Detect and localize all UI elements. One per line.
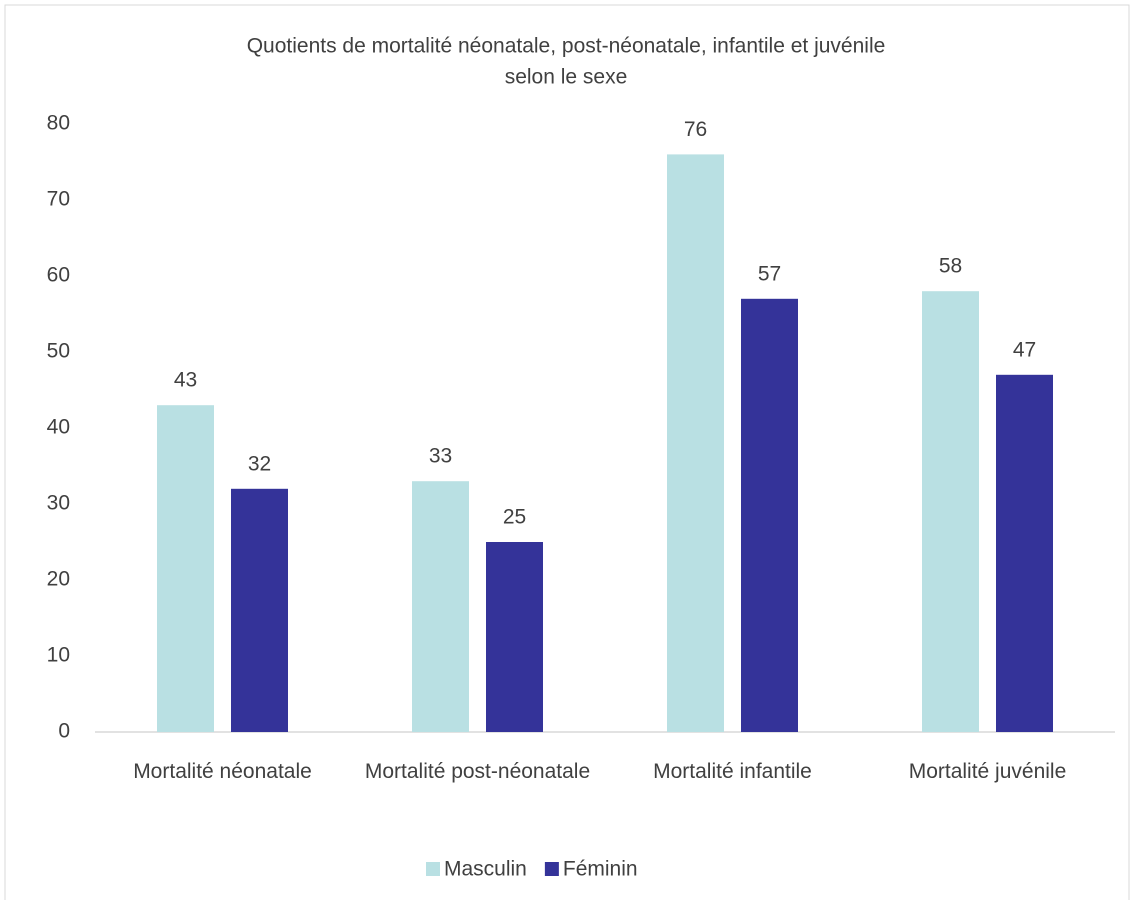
data-label: 33: [429, 445, 452, 468]
y-tick-label: 30: [47, 492, 70, 515]
y-tick-label: 0: [58, 720, 70, 743]
y-tick-label: 40: [47, 416, 70, 439]
y-tick-label: 20: [47, 568, 70, 591]
x-tick-label: Mortalité néonatale: [133, 760, 312, 783]
x-tick-label: Mortalité post-néonatale: [364, 760, 591, 783]
legend-label: Féminin: [563, 858, 638, 881]
data-label: 25: [503, 506, 526, 529]
y-tick-label: 50: [47, 340, 70, 363]
legend-swatch: [544, 862, 559, 876]
data-label: 43: [174, 369, 197, 392]
data-label: 76: [684, 118, 707, 141]
bar: [486, 542, 543, 732]
bar: [741, 298, 798, 732]
data-label: 57: [758, 262, 781, 285]
chart-border: [4, 4, 1130, 900]
bar: [922, 291, 979, 732]
data-label: 32: [248, 452, 271, 475]
bar: [996, 374, 1053, 732]
chart-title: selon le sexe: [505, 66, 628, 89]
data-label: 58: [939, 255, 962, 278]
chart-title: Quotients de mortalité néonatale, post-n…: [247, 35, 886, 58]
y-tick-label: 70: [47, 188, 70, 211]
x-tick-label: Mortalité juvénile: [908, 760, 1067, 783]
legend-label: Masculin: [444, 858, 527, 881]
legend-swatch: [426, 862, 440, 876]
data-label: 47: [1013, 338, 1036, 361]
y-tick-label: 60: [47, 264, 70, 287]
y-tick-label: 10: [47, 644, 70, 667]
bar: [231, 488, 288, 732]
bar: [157, 405, 214, 732]
bar: [667, 154, 724, 732]
y-tick-label: 80: [47, 112, 70, 135]
x-tick-label: Mortalité infantile: [653, 760, 812, 783]
bar: [412, 481, 469, 732]
